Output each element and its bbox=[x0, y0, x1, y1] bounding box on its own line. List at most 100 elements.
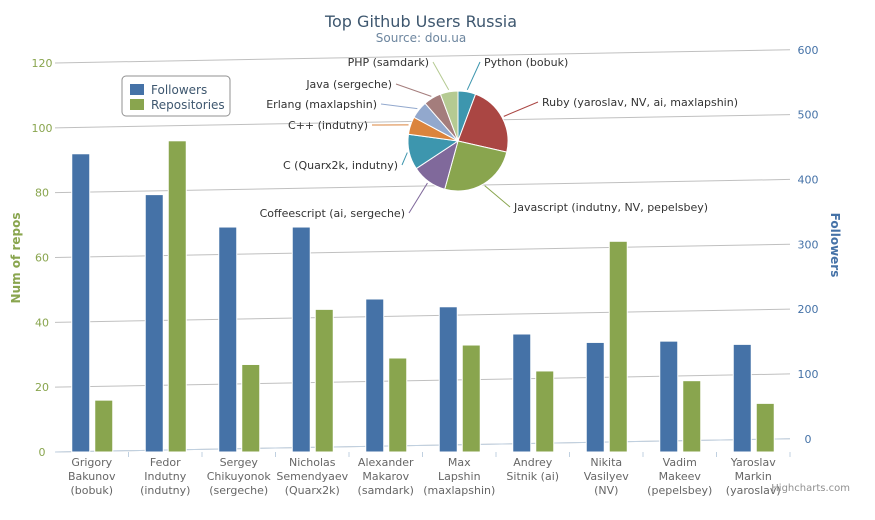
left-tick-label: 100 bbox=[32, 122, 53, 135]
bar-followers[interactable] bbox=[291, 226, 311, 453]
bar-repositories[interactable] bbox=[755, 402, 775, 453]
category-label: (pepelsbey) bbox=[647, 484, 712, 497]
category-label: Sitnik (ai) bbox=[506, 470, 559, 483]
right-axis-ticks: 0 100 200 300 400 500 600 bbox=[798, 44, 819, 446]
pie-slice-label: PHP (samdark) bbox=[348, 56, 429, 69]
pie-slice-label: C++ (indutny) bbox=[288, 119, 368, 132]
bar-repositories[interactable] bbox=[535, 370, 555, 453]
category-label: Nicholas bbox=[289, 456, 336, 469]
category-label: (bobuk) bbox=[70, 484, 113, 497]
legend-swatch-repositories bbox=[130, 99, 144, 110]
category-label: Makeev bbox=[659, 470, 702, 483]
pie-slice[interactable] bbox=[444, 140, 508, 192]
bar-followers[interactable] bbox=[585, 341, 605, 453]
bar-repositories[interactable] bbox=[461, 344, 481, 453]
bar-repositories[interactable] bbox=[241, 363, 261, 453]
bar-followers[interactable] bbox=[218, 226, 238, 453]
gridline bbox=[54, 373, 791, 388]
pie-slice-label: Erlang (maxlapshin) bbox=[266, 98, 377, 111]
category-label: Markin bbox=[735, 470, 772, 483]
credits-link[interactable]: Highcharts.com bbox=[771, 483, 850, 494]
bar-followers[interactable] bbox=[512, 333, 532, 453]
category-label: (samdark) bbox=[358, 484, 414, 497]
legend: Followers Repositories bbox=[121, 75, 231, 117]
pie-connector bbox=[408, 182, 428, 214]
category-label: Vasilyev bbox=[584, 470, 630, 483]
left-tick-label: 120 bbox=[32, 57, 53, 70]
pie-chart: Python (bobuk) Ruby (yaroslav, NV, ai, ma… bbox=[260, 56, 738, 220]
left-axis-title: Num of repos bbox=[9, 213, 23, 304]
pie-slice[interactable] bbox=[439, 90, 459, 142]
category-label: Sergey bbox=[220, 456, 259, 469]
category-label: (NV) bbox=[594, 484, 618, 497]
left-tick-label: 20 bbox=[35, 381, 49, 394]
bar-followers[interactable] bbox=[732, 343, 752, 453]
legend-swatch-followers bbox=[130, 84, 144, 95]
bar-repositories[interactable] bbox=[167, 140, 187, 453]
left-axis-ticks: 0 20 40 60 80 100 120 bbox=[32, 57, 53, 459]
bar-followers[interactable] bbox=[438, 306, 458, 453]
bar-followers[interactable] bbox=[659, 340, 679, 453]
category-label: Fedor bbox=[150, 456, 181, 469]
gridline bbox=[54, 49, 791, 64]
bar-repositories[interactable] bbox=[388, 357, 408, 453]
legend-label-repositories[interactable]: Repositories bbox=[151, 98, 225, 112]
pie-slice-label: Python (bobuk) bbox=[484, 56, 568, 69]
category-label: (indutny) bbox=[140, 484, 190, 497]
right-tick-label: 100 bbox=[798, 368, 819, 381]
category-label: Lapshin bbox=[438, 470, 481, 483]
gridline bbox=[54, 308, 791, 323]
pie-connector bbox=[466, 61, 481, 91]
pie-connector bbox=[484, 185, 511, 208]
right-tick-label: 200 bbox=[798, 303, 819, 316]
pie-slice-label: Coffeescript (ai, sergeche) bbox=[260, 207, 405, 220]
gridline bbox=[54, 243, 791, 258]
right-tick-label: 300 bbox=[798, 238, 819, 251]
bar-repositories[interactable] bbox=[682, 380, 702, 453]
category-label: Grigory bbox=[71, 456, 112, 469]
category-label: Yaroslav bbox=[730, 456, 776, 469]
category-label: (sergeche) bbox=[209, 484, 268, 497]
left-tick-label: 60 bbox=[35, 252, 49, 265]
bar-followers[interactable] bbox=[365, 298, 385, 453]
pie-slice-label: C (Quarx2k, indutny) bbox=[283, 159, 398, 172]
bar-repositories[interactable] bbox=[608, 240, 628, 453]
pie-slice-label: Ruby (yaroslav, NV, ai, maxlapshin) bbox=[542, 96, 738, 109]
chart-title: Top Github Users Russia bbox=[324, 12, 517, 31]
bar-repositories[interactable] bbox=[94, 399, 114, 453]
category-label: Chikuyonok bbox=[207, 470, 272, 483]
pie-connector bbox=[401, 152, 408, 166]
bars bbox=[71, 140, 775, 453]
category-label: (maxlapshin) bbox=[423, 484, 495, 497]
bar-repositories[interactable] bbox=[314, 308, 334, 453]
category-label: Bakunov bbox=[68, 470, 116, 483]
category-label: Vadim bbox=[663, 456, 697, 469]
right-tick-label: 600 bbox=[798, 44, 819, 57]
right-tick-label: 400 bbox=[798, 173, 819, 186]
legend-label-followers[interactable]: Followers bbox=[151, 83, 207, 97]
pie-slice[interactable] bbox=[457, 93, 509, 153]
pie-connector bbox=[395, 83, 432, 97]
category-label: Max bbox=[448, 456, 471, 469]
bar-followers[interactable] bbox=[144, 194, 164, 453]
bar-followers[interactable] bbox=[71, 153, 91, 453]
right-tick-label: 500 bbox=[798, 109, 819, 122]
right-tick-label: 0 bbox=[805, 433, 812, 446]
category-label: Semendyaev bbox=[276, 470, 348, 483]
pie-connector bbox=[432, 61, 450, 91]
left-tick-label: 0 bbox=[39, 446, 46, 459]
chart-subtitle: Source: dou.ua bbox=[376, 31, 466, 45]
category-label: (yaroslav) bbox=[726, 484, 781, 497]
category-label: Andrey bbox=[513, 456, 553, 469]
category-label: Alexander bbox=[358, 456, 414, 469]
right-axis-title: Followers bbox=[828, 213, 842, 278]
x-axis-line bbox=[54, 438, 791, 453]
left-tick-label: 40 bbox=[35, 316, 49, 329]
category-label: Nikita bbox=[590, 456, 622, 469]
pie-connector bbox=[380, 103, 418, 110]
pie-slice-label: Java (sergeche) bbox=[305, 78, 392, 91]
pie-slice-label: Javascript (indutny, NV, pepelsbey) bbox=[513, 201, 708, 214]
category-label: (Quarx2k) bbox=[285, 484, 340, 497]
